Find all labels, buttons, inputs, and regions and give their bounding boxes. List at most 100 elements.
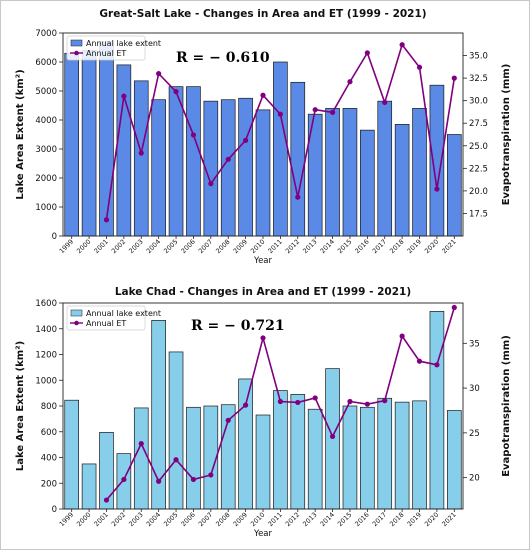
xtick-label: 2012 (284, 511, 301, 528)
bar-2013 (307, 408, 323, 510)
et-point-2003 (138, 441, 144, 447)
et-point-2019 (416, 64, 423, 70)
ytick-right-label: 30.0 (469, 97, 488, 107)
xtick-label: 2016 (353, 511, 370, 528)
xtick-label: 2002 (110, 511, 127, 528)
et-point-2010 (260, 92, 266, 98)
xtick-label: 2008 (214, 511, 231, 528)
et-point-2016 (364, 401, 370, 407)
et-point-2014 (329, 433, 336, 440)
bar-2010 (255, 414, 271, 510)
xtick-label: 2008 (214, 238, 231, 255)
et-point-2002 (121, 93, 127, 99)
et-point-2020 (434, 186, 440, 192)
et-point-2001 (103, 497, 110, 503)
et-point-2014 (329, 109, 336, 115)
xtick-label: 2001 (93, 238, 110, 255)
xtick-label: 2018 (388, 238, 405, 255)
xtick-label: 2004 (145, 511, 162, 528)
bar-2001 (99, 41, 114, 237)
bar-1999 (64, 399, 80, 510)
chart-title: Lake Chad - Changes in Area and ET (1999… (115, 286, 411, 298)
xtick-label: 2001 (93, 511, 110, 528)
xtick-label: 2014 (319, 511, 336, 528)
xtick-label: 2017 (371, 238, 388, 255)
bar-2009 (238, 378, 253, 510)
xtick-label: 2009 (232, 511, 249, 528)
y-axis-right-label: Evapotranspiration (mm) (501, 335, 512, 477)
et-point-2008 (225, 417, 231, 423)
et-point-2021 (451, 75, 457, 81)
xtick-label: 2007 (197, 238, 214, 255)
ytick-label: 6000 (35, 58, 57, 68)
ytick-label: 1600 (35, 299, 57, 309)
ytick-right-label: 25.0 (469, 142, 488, 152)
et-point-2010 (260, 335, 266, 341)
xtick-label: 2014 (319, 238, 336, 255)
bar-2021 (447, 134, 462, 237)
xtick-label: 2012 (284, 238, 301, 255)
ytick-label: 7000 (35, 29, 57, 39)
bar-2019 (412, 400, 427, 510)
et-point-2021 (451, 304, 457, 311)
legend-label-bars: Annual lake extent (86, 309, 161, 318)
bar-2003 (133, 407, 149, 510)
et-point-2016 (364, 50, 370, 56)
ytick-label: 0 (52, 505, 57, 515)
bar-2006 (186, 406, 201, 510)
bar-2010 (255, 109, 271, 237)
bar-2016 (360, 406, 375, 510)
ytick-label: 2000 (35, 174, 57, 184)
legend-line-marker (74, 320, 79, 326)
chart-panel-2: Lake Chad - Changes in Area and ET (1999… (15, 286, 512, 539)
bar-2012 (290, 394, 306, 510)
et-point-2017 (382, 398, 388, 404)
legend-label-bars: Annual lake extent (86, 39, 161, 48)
xtick-label: 2020 (423, 238, 440, 255)
bar-2014 (325, 108, 340, 237)
ytick-right-label: 17.5 (469, 209, 488, 219)
xtick-label: 2020 (423, 511, 440, 528)
bar-2015 (342, 108, 358, 237)
et-point-2009 (243, 402, 249, 408)
xtick-label: 2013 (301, 511, 318, 528)
et-point-2011 (277, 398, 283, 405)
ytick-right-label: 22.5 (469, 164, 488, 174)
et-point-2013 (312, 107, 318, 113)
xtick-label: 2007 (197, 511, 214, 528)
legend-label-line: Annual ET (86, 319, 126, 328)
xtick-label: 2009 (232, 238, 249, 255)
bar-2011 (273, 61, 288, 237)
legend-bar-swatch (70, 39, 83, 47)
correlation-annotation: R = − 0.721 (191, 318, 285, 334)
y-axis-label: Lake Area Extent (km²) (15, 69, 26, 199)
legend-box (66, 35, 146, 61)
bar-2017 (377, 100, 393, 237)
xtick-label: 2019 (406, 511, 423, 528)
et-point-2019 (416, 358, 423, 364)
bar-2009 (238, 97, 253, 237)
et-point-2004 (156, 71, 162, 77)
xtick-label: 2019 (406, 238, 423, 255)
xtick-label: 2011 (266, 238, 283, 255)
bar-2000 (81, 463, 97, 510)
xtick-label: 2011 (266, 511, 283, 528)
bar-2000 (81, 50, 97, 237)
bar-2019 (412, 108, 427, 237)
xtick-label: 2000 (75, 511, 92, 528)
et-point-2005 (173, 457, 179, 463)
xtick-label: 2016 (353, 238, 370, 255)
ytick-right-label: 20 (469, 474, 480, 484)
ytick-right-label: 25 (469, 429, 480, 439)
ytick-label: 200 (41, 479, 57, 489)
et-point-2009 (243, 137, 249, 143)
xtick-label: 2000 (75, 238, 92, 255)
ytick-label: 3000 (35, 145, 57, 155)
et-point-2007 (208, 472, 214, 478)
ytick-right-label: 35.0 (469, 52, 488, 62)
xtick-label: 2004 (145, 238, 162, 255)
x-axis-label: Year (253, 256, 273, 266)
bar-2015 (342, 405, 358, 510)
xtick-label: 2015 (336, 511, 353, 528)
